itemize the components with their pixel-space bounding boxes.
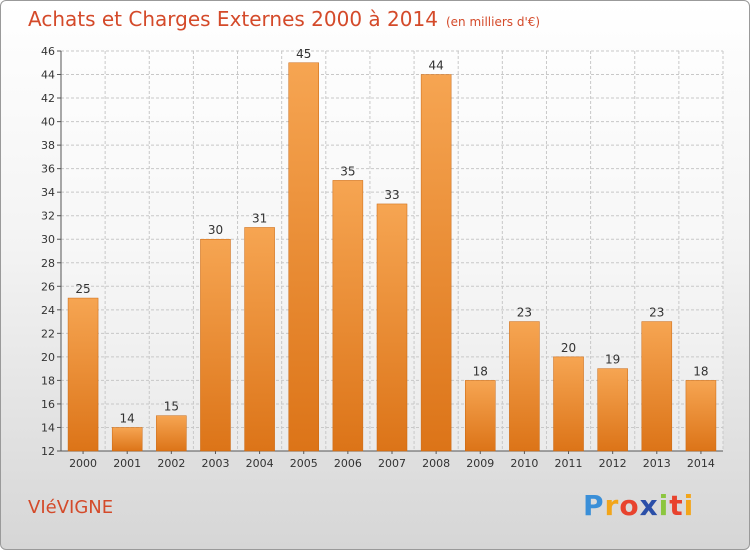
x-tick-label-2010: 2010 [510, 457, 538, 470]
y-tick-label: 42 [41, 92, 55, 105]
logo-letter: t [669, 489, 684, 522]
title-unit: (en milliers d'€) [445, 15, 541, 29]
value-label-2004: 31 [252, 211, 267, 225]
x-tick-label-2008: 2008 [422, 457, 450, 470]
y-tick-label: 12 [41, 445, 55, 458]
y-tick-label: 38 [41, 139, 55, 152]
value-label-2010: 23 [517, 306, 532, 320]
y-tick-label: 14 [41, 421, 55, 434]
x-tick-label-2013: 2013 [643, 457, 671, 470]
logo-letter: r [604, 489, 620, 522]
bar-2002 [156, 415, 187, 452]
bar-2004 [244, 227, 275, 452]
bar-2006 [332, 180, 364, 452]
x-tick-label-2001: 2001 [113, 457, 141, 470]
y-tick-label: 20 [41, 351, 55, 364]
x-tick-label-2002: 2002 [157, 457, 185, 470]
y-tick-label: 28 [41, 257, 55, 270]
value-label-2012: 19 [605, 353, 620, 367]
x-tick-label-2014: 2014 [687, 457, 715, 470]
bar-2011 [553, 356, 584, 452]
value-label-2014: 18 [693, 364, 708, 378]
value-label-2006: 35 [340, 164, 355, 178]
y-tick-label: 30 [41, 233, 55, 246]
bar-2001 [111, 427, 143, 452]
bar-2012 [597, 368, 628, 452]
x-tick-label-2000: 2000 [69, 457, 97, 470]
value-label-2005: 45 [296, 47, 311, 61]
bar-2010 [509, 321, 540, 452]
value-label-2001: 14 [120, 411, 135, 425]
y-tick-label: 26 [41, 280, 55, 293]
proxiti-logo: Proxiti [583, 489, 694, 522]
x-tick-label-2009: 2009 [466, 457, 494, 470]
y-tick-label: 22 [41, 327, 55, 340]
y-tick-label: 32 [41, 210, 55, 223]
y-tick-label: 36 [41, 163, 55, 176]
logo-letter: P [583, 489, 605, 522]
x-tick-label-2004: 2004 [246, 457, 274, 470]
y-tick-label: 40 [41, 116, 55, 129]
axes: 12 14 16 18 20 22 24 26 28 30 32 34 36 38 40 42 44 46 2000… [41, 45, 723, 470]
y-tick-label: 18 [41, 374, 55, 387]
bar-2013 [641, 321, 673, 452]
bar-2005 [288, 62, 319, 452]
x-tick-label-2007: 2007 [378, 457, 406, 470]
value-label-2009: 18 [473, 364, 488, 378]
y-tick-label: 24 [41, 304, 55, 317]
logo-letter: x [639, 489, 659, 522]
value-label-2000: 25 [75, 282, 90, 296]
bar-2014 [685, 380, 717, 452]
logo-letter: i [658, 489, 670, 522]
value-label-2011: 20 [561, 341, 576, 355]
x-tick-label-2003: 2003 [201, 457, 229, 470]
value-label-2002: 15 [164, 400, 179, 414]
data-labels: 25 14 15 30 31 45 35 33 44 18 23 20 19 23 18 [75, 47, 708, 426]
x-tick-label-2006: 2006 [334, 457, 362, 470]
bar-2008 [420, 74, 452, 452]
value-label-2013: 23 [649, 306, 664, 320]
bars [67, 62, 717, 452]
y-tick-label: 44 [41, 69, 55, 82]
y-tick-label: 46 [41, 45, 55, 58]
bar-2009 [465, 380, 496, 452]
logo-letter: i [683, 489, 695, 522]
chart-title: Achats et Charges Externes 2000 à 2014 (e… [28, 7, 540, 31]
bar-2000 [67, 297, 99, 452]
place-name: VIéVIGNE [28, 497, 114, 518]
bar-2007 [376, 203, 408, 452]
value-label-2008: 44 [428, 59, 443, 73]
bar-2003 [200, 238, 231, 452]
value-label-2007: 33 [384, 188, 399, 202]
y-tick-label: 34 [41, 186, 55, 199]
x-tick-label-2012: 2012 [599, 457, 627, 470]
title-text: Achats et Charges Externes 2000 à 2014 [28, 7, 438, 31]
x-tick-label-2005: 2005 [290, 457, 318, 470]
value-label-2003: 30 [208, 223, 223, 237]
logo-letter: o [619, 489, 640, 522]
y-tick-label: 16 [41, 398, 55, 411]
x-tick-label-2011: 2011 [555, 457, 583, 470]
